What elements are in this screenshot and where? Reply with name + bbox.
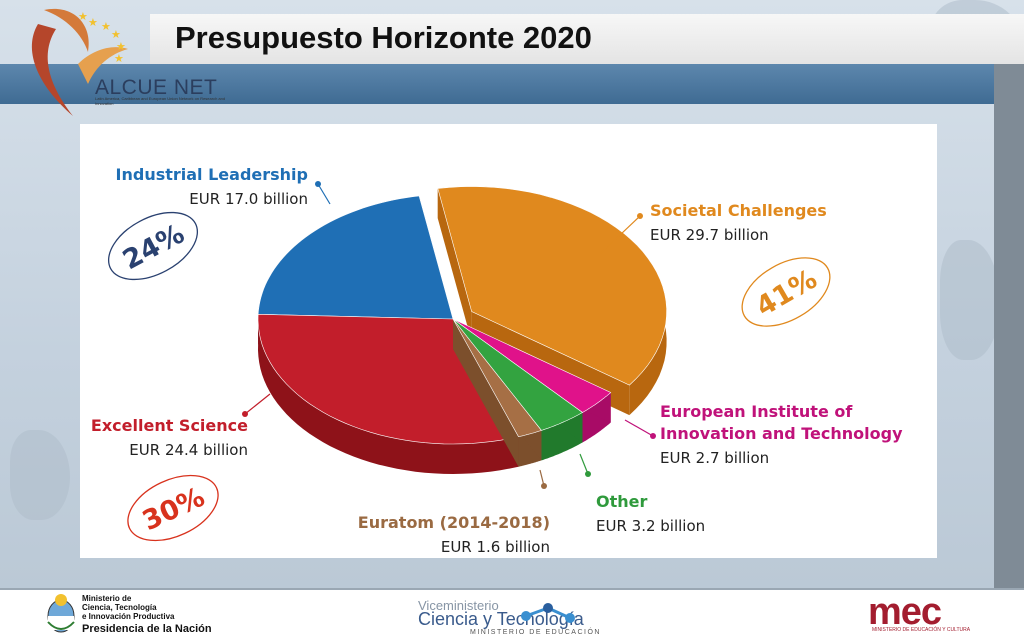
header-band (0, 64, 994, 104)
svg-text:★: ★ (116, 40, 126, 53)
right-side-bar (994, 64, 1024, 594)
svg-text:★: ★ (114, 52, 124, 65)
svg-text:★: ★ (88, 16, 98, 29)
map-decoration (940, 240, 1000, 360)
pie-chart: Societal Challenges EUR 29.7 billion Europ… (91, 165, 903, 556)
logo-text: ALCUE NET (95, 76, 218, 99)
slice-value-euratom-2014-2018: EUR 1.6 billion (441, 538, 550, 556)
ministry-line: Ciencia, Tecnología (82, 603, 157, 612)
presidency-text: Presidencia de la Nación (82, 623, 212, 635)
mec-logo: mec (868, 591, 942, 633)
leader-dot-societal-challenges (637, 213, 643, 219)
title-band (150, 14, 1024, 66)
leader-line-excellent-science (244, 393, 271, 415)
leader-line-industrial-leadership (317, 183, 331, 205)
percent-badge-30: 30% (127, 474, 219, 542)
molecule-logo-icon (521, 603, 575, 623)
svg-text:★: ★ (78, 10, 88, 23)
svg-text:24%: 24% (118, 218, 190, 276)
leader-line-societal-challenges (599, 215, 641, 255)
slice-label-european-institute-of-innovation-and-technology: Innovation and Technology (660, 424, 903, 443)
percent-badge-24: 24% (107, 211, 199, 281)
leader-dot-industrial-leadership (315, 181, 321, 187)
slice-label-societal-challenges: Societal Challenges (650, 201, 827, 220)
percent-badge-41: 41% (741, 257, 831, 327)
slide-title: Presupuesto Horizonte 2020 (175, 20, 592, 55)
slice-value-other: EUR 3.2 billion (596, 517, 705, 535)
slice-value-european-institute-of-innovation-and-technology: EUR 2.7 billion (660, 449, 769, 467)
slice-value-industrial-leadership: EUR 17.0 billion (189, 190, 308, 208)
svg-text:★: ★ (111, 28, 121, 41)
slice-value-excellent-science: EUR 24.4 billion (129, 441, 248, 459)
argentina-coat-of-arms-icon (47, 594, 75, 633)
mec-subtext: MINISTERIO DE EDUCACIÓN Y CULTURA (872, 627, 971, 633)
leader-line-other (579, 453, 589, 475)
svg-text:★: ★ (101, 20, 111, 33)
logo-swoosh-icon: ★ ★ ★ ★ ★ ★ (31, 8, 128, 116)
footer (0, 588, 1024, 642)
map-decoration (10, 430, 70, 520)
svg-text:41%: 41% (751, 264, 822, 323)
chart-panel: Societal Challenges EUR 29.7 billion Europ… (80, 124, 937, 558)
slice-label-european-institute-of-innovation-and-technology: European Institute of (660, 402, 853, 421)
ministry-logo-text: Ministerio de Ciencia, Tecnología e Inno… (82, 594, 174, 621)
logo-subtext: Latin America, Caribbean and European Un… (95, 96, 226, 106)
ciencia-tecnologia-text: Ciencia y Tecnología (418, 609, 584, 629)
leader-dot-other (585, 471, 591, 477)
slice-value-societal-challenges: EUR 29.7 billion (650, 226, 769, 244)
ministerio-educacion-text: MINISTERIO DE EDUCACIÓN (470, 629, 601, 636)
leader-dot-excellent-science (242, 411, 248, 417)
slice-label-industrial-leadership: Industrial Leadership (116, 165, 308, 184)
ministry-line: Ministerio de (82, 594, 132, 603)
alcue-net-logo: ★ ★ ★ ★ ★ ★ (18, 4, 158, 122)
slice-label-euratom-2014-2018: Euratom (2014-2018) (358, 513, 550, 532)
viceministerio-text: Viceministerio (418, 598, 499, 613)
slice-label-excellent-science: Excellent Science (91, 416, 248, 435)
pie-slice-euratom-2014-2018 (452, 318, 542, 467)
leader-dot-euratom-2014-2018 (541, 483, 547, 489)
slice-label-other: Other (596, 492, 647, 511)
leader-dot-european-institute-of-innovation-and-technology (650, 433, 656, 439)
leader-line-european-institute-of-innovation-and-technology (624, 419, 654, 437)
ministry-line: e Innovación Productiva (82, 612, 175, 621)
